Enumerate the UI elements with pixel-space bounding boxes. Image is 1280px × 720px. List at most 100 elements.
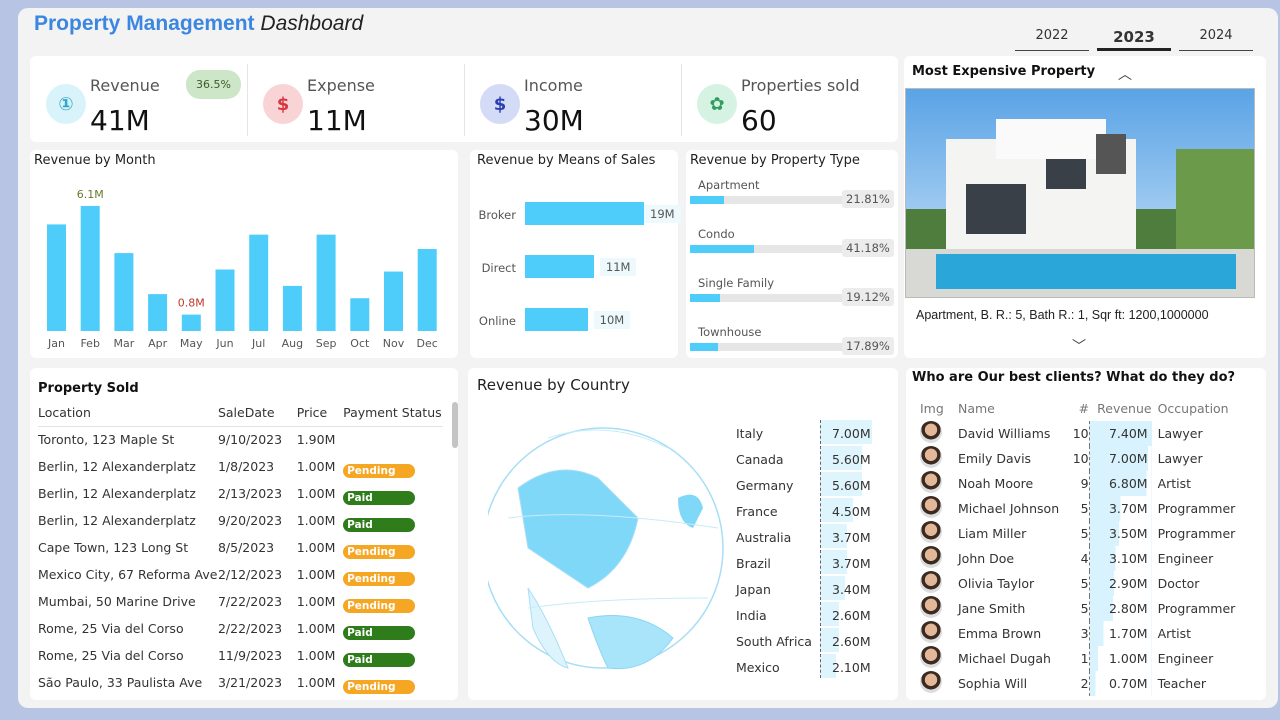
bar-Feb[interactable] (80, 205, 100, 331)
table-row[interactable]: Berlin, 12 Alexanderplatz 9/20/2023 1.00M P… (38, 507, 443, 534)
table-row[interactable]: Liam Miller 5 3.50M Programmer (914, 521, 1242, 546)
bar-Jun[interactable] (215, 269, 235, 332)
avatar-cell (914, 546, 952, 571)
column-header[interactable]: Name (958, 401, 995, 416)
table-scrollbar[interactable] (452, 402, 458, 448)
column-header[interactable]: Payment Status (343, 400, 443, 427)
year-2024[interactable]: 2024 (1179, 28, 1253, 51)
table-row[interactable]: Berlin, 12 Alexanderplatz 2/13/2023 1.00M P… (38, 480, 443, 507)
avatar (920, 596, 942, 618)
location-cell: Rome, 25 Via del Corso (38, 621, 184, 636)
progress-track (690, 294, 845, 302)
table-row[interactable]: Emily Davis 10 7.00M Lawyer (914, 446, 1242, 471)
location-cell: Berlin, 12 Alexanderplatz (38, 486, 196, 501)
date-cell: 2/22/2023 (217, 621, 283, 636)
kpi-label: Income (524, 76, 583, 95)
bar-Mar[interactable] (114, 253, 134, 331)
kpi-value: 30M (524, 104, 584, 137)
table-row[interactable]: Rome, 25 Via del Corso 11/9/2023 1.00M Paid (38, 642, 443, 669)
kpi-label: Expense (307, 76, 375, 95)
country-bar (820, 472, 862, 496)
date-cell: 2/13/2023 (217, 486, 283, 501)
chevron-up-icon[interactable]: ︿ (1118, 67, 1132, 83)
percent-label: 21.81% (842, 190, 894, 208)
table-row[interactable]: Mumbai, 50 Marine Drive 7/22/2023 1.00M Pen… (38, 588, 443, 615)
property-caption: Apartment, B. R.: 5, Bath R.: 1, Sqr ft:… (916, 308, 1209, 322)
year-slicer: 2022 2023 2024 (1015, 28, 1261, 51)
table-row[interactable]: São Paulo, 33 Paulista Ave 3/21/2023 1.00M… (38, 669, 443, 696)
count-cell: 5 (1080, 601, 1089, 616)
country-value: 2.60M (832, 634, 871, 649)
status-cell: Pending (343, 453, 443, 480)
country-bar (820, 446, 862, 470)
count-cell: 10 (1072, 451, 1089, 466)
bar-online[interactable] (525, 308, 588, 331)
avatar-cell (914, 646, 952, 671)
name-cell: Jane Smith (958, 601, 1026, 616)
avatar-cell (914, 446, 952, 471)
bar-Apr[interactable] (148, 294, 168, 331)
table-row[interactable]: Rome, 25 Via del Corso 2/22/2023 1.00M Paid (38, 615, 443, 642)
bar-Jan[interactable] (47, 224, 66, 331)
bar-broker[interactable] (525, 202, 644, 225)
occupation-cell: Doctor (1157, 576, 1200, 591)
country-bar (820, 498, 854, 522)
table-row[interactable]: Michael Dugah 1 1.00M Engineer (914, 646, 1242, 671)
table-row[interactable]: Jane Smith 5 2.80M Programmer (914, 596, 1242, 621)
table-row[interactable]: Mexico City, 67 Reforma Ave 2/12/2023 1.00… (38, 561, 443, 588)
column-header[interactable]: Price (296, 400, 344, 427)
bar-Sep[interactable] (316, 234, 336, 331)
table-row[interactable]: Emma Brown 3 1.70M Artist (914, 621, 1242, 646)
column-header[interactable]: Img (920, 401, 944, 416)
percent-label: 17.89% (842, 337, 894, 355)
bar-Jul[interactable] (249, 234, 269, 331)
count-cell: 5 (1080, 526, 1089, 541)
country-bar (820, 550, 848, 574)
price-cell: 1.00M (296, 675, 336, 690)
table-row[interactable]: Cape Town, 123 Long St 8/5/2023 1.00M Pendi… (38, 534, 443, 561)
table-row[interactable]: Michael Johnson 5 3.70M Programmer (914, 496, 1242, 521)
globe-map[interactable] (488, 398, 748, 698)
table-row[interactable]: Noah Moore 9 6.80M Artist (914, 471, 1242, 496)
max-data-label: 6.1M (77, 188, 104, 201)
column-header[interactable]: SaleDate (217, 400, 297, 427)
occupation-cell: Programmer (1157, 501, 1236, 516)
country-label: France (736, 504, 778, 519)
table-row[interactable]: Berlin, 12 Alexanderplatz 1/8/2023 1.00M Pe… (38, 453, 443, 480)
kpi-strip: ① Revenue 41M 36.5% $ Expense 11M $ Income 30M ✿ Pr… (30, 56, 898, 142)
bar-Dec[interactable] (417, 249, 437, 331)
year-2023[interactable]: 2023 (1097, 28, 1171, 51)
card-title: Who are Our best clients? What do they d… (912, 370, 1236, 385)
chevron-down-icon[interactable]: ﹀ (1072, 339, 1086, 355)
kpi-revenue: ① Revenue 41M 36.5% (30, 56, 247, 142)
column-header[interactable]: # (1078, 401, 1090, 416)
x-tick-label: Feb (80, 337, 99, 350)
bar-direct[interactable] (525, 255, 594, 278)
column-header[interactable]: Revenue (1097, 401, 1152, 416)
revenue-cell: 3.50M (1088, 521, 1152, 546)
column-header[interactable]: Occupation (1157, 401, 1229, 416)
name-cell: Olivia Taylor (958, 576, 1035, 591)
bar-Oct[interactable] (350, 298, 370, 331)
table-row[interactable]: Sophia Will 2 0.70M Teacher (914, 671, 1242, 696)
table-row[interactable]: David Williams 10 7.40M Lawyer (914, 421, 1242, 446)
table-row[interactable]: Olivia Taylor 5 2.90M Doctor (914, 571, 1242, 596)
bar-Aug[interactable] (282, 285, 302, 331)
property-image (905, 88, 1255, 298)
table-row[interactable]: John Doe 4 3.10M Engineer (914, 546, 1242, 571)
bar-Nov[interactable] (384, 271, 403, 331)
column-header[interactable]: Location (38, 400, 218, 427)
year-2022[interactable]: 2022 (1015, 28, 1089, 51)
status-cell (343, 426, 443, 453)
kpi-income: $ Income 30M (464, 56, 681, 142)
location-cell: São Paulo, 33 Paulista Ave (38, 675, 203, 690)
bar-May[interactable] (181, 314, 201, 331)
status-badge: Pending (343, 679, 416, 694)
progress-track (690, 343, 845, 351)
table-row[interactable]: Toronto, 123 Maple St 9/10/2023 1.90M (38, 426, 443, 453)
revenue-cell: 6.80M (1088, 471, 1152, 496)
date-cell: 7/22/2023 (217, 594, 283, 609)
kpi-expense: $ Expense 11M (247, 56, 464, 142)
status-badge: Pending (343, 571, 416, 586)
x-tick-label: May (180, 337, 203, 350)
